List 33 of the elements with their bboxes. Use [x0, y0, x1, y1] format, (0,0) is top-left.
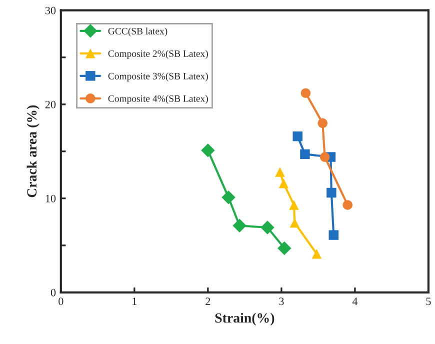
- x-tick-label: 5: [426, 298, 431, 306]
- x-tick-label: 1: [132, 298, 137, 305]
- point: [328, 230, 338, 240]
- x-tick-label: 2: [206, 298, 210, 305]
- point: [318, 118, 328, 128]
- point: [289, 200, 299, 210]
- point: [342, 200, 352, 210]
- legend-label: GCC(SB latex): [108, 28, 168, 36]
- point: [232, 218, 246, 233]
- point: [312, 248, 322, 259]
- point: [300, 88, 311, 98]
- point: [278, 178, 289, 188]
- legend-label: Composite 2%(SB Latex): [108, 50, 208, 59]
- y-tick-label: 30: [45, 6, 56, 14]
- point: [260, 220, 274, 234]
- point: [300, 149, 310, 160]
- point: [278, 241, 292, 256]
- x-axis-title: Strain(%): [215, 312, 274, 326]
- legend-label: Composite 3%(SB Latex): [108, 72, 208, 82]
- x-tick-label: 4: [352, 298, 358, 305]
- y-tick-label: 10: [46, 194, 56, 202]
- y-tick-label: 20: [45, 100, 56, 108]
- x-tick-label: 3: [279, 298, 284, 306]
- point: [326, 188, 336, 198]
- point: [292, 131, 302, 142]
- point: [275, 167, 285, 177]
- legend-label: Composite 4%(SB Latex): [108, 95, 208, 104]
- y-tick-label: 0: [50, 288, 56, 296]
- point: [222, 190, 236, 204]
- x-tick-label: 0: [58, 298, 64, 306]
- y-axis-title: Crack area (%): [26, 105, 40, 198]
- point: [201, 144, 215, 158]
- point: [320, 152, 330, 162]
